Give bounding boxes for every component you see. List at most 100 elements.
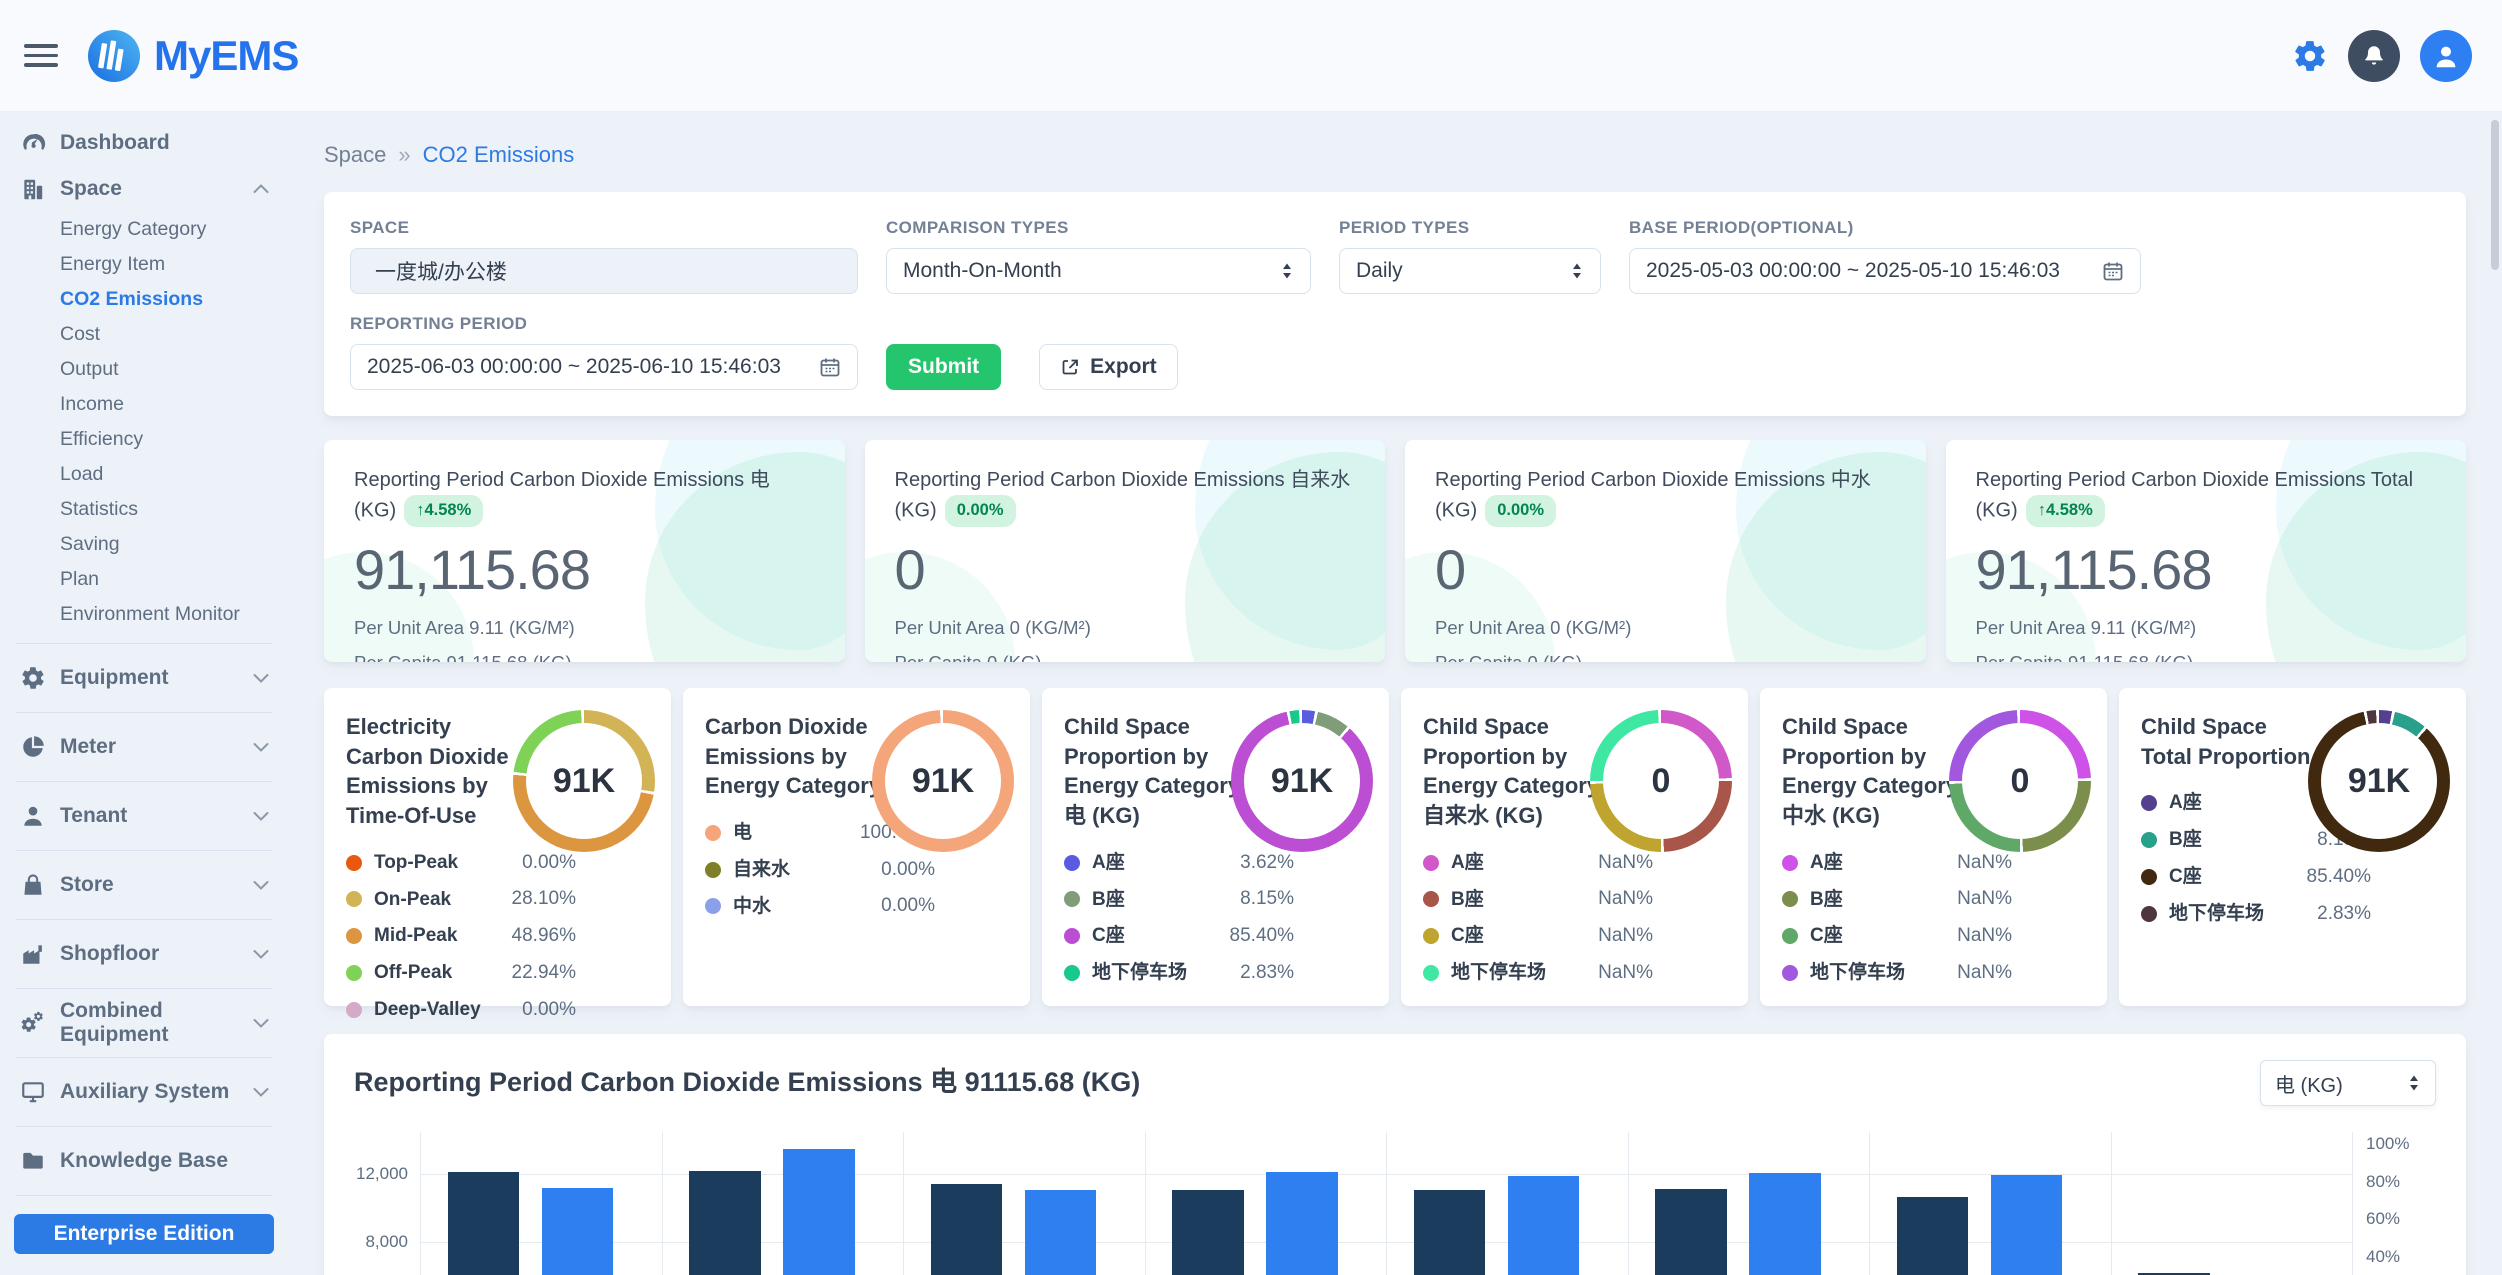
gridline-vertical bbox=[2352, 1132, 2353, 1275]
chevron-down-icon bbox=[252, 1086, 270, 1098]
donut-center-value: 91K bbox=[912, 762, 974, 801]
donut-card-title: Carbon Dioxide Emissions by Energy Categ… bbox=[705, 712, 887, 801]
sidebar-item-income[interactable]: Income bbox=[0, 387, 288, 422]
period-types-select[interactable]: Daily bbox=[1339, 248, 1601, 294]
sidebar-item-cost[interactable]: Cost bbox=[0, 317, 288, 352]
bar-series2-group-1[interactable] bbox=[542, 1188, 613, 1275]
settings-gear-icon[interactable] bbox=[2292, 38, 2328, 74]
bar-series2-group-4[interactable] bbox=[1266, 1172, 1337, 1275]
sidebar-item-label: Meter bbox=[60, 735, 116, 759]
sidebar-item-shopfloor[interactable]: Shopfloor bbox=[0, 931, 288, 977]
breadcrumb-parent[interactable]: Space bbox=[324, 142, 386, 168]
emissions-bar-chart-card: Reporting Period Carbon Dioxide Emission… bbox=[324, 1034, 2466, 1275]
sidebar-item-statistics[interactable]: Statistics bbox=[0, 492, 288, 527]
sidebar-item-equipment[interactable]: Equipment bbox=[0, 655, 288, 701]
bar-series2-group-6[interactable] bbox=[1749, 1173, 1820, 1275]
kpi-value: 91,115.68 bbox=[1976, 537, 2437, 602]
breadcrumb-separator-icon: » bbox=[398, 142, 410, 168]
donut-chart: 91K bbox=[1231, 710, 1373, 852]
bar-series1-group-4[interactable] bbox=[1172, 1190, 1243, 1275]
bar-series1-group-2[interactable] bbox=[689, 1171, 760, 1275]
space-label: SPACE bbox=[350, 218, 858, 238]
bar-series2-group-7[interactable] bbox=[1991, 1175, 2062, 1275]
sidebar-divider bbox=[16, 1126, 272, 1127]
sidebar-item-co2-emissions[interactable]: CO2 Emissions bbox=[0, 282, 288, 317]
legend-item: On-Peak28.10% bbox=[346, 888, 576, 912]
chart-energy-select[interactable]: 电 (KG) bbox=[2260, 1060, 2436, 1106]
breadcrumb-current: CO2 Emissions bbox=[423, 142, 575, 168]
bar-series1-group-6[interactable] bbox=[1655, 1189, 1726, 1275]
user-avatar[interactable] bbox=[2420, 30, 2472, 82]
sidebar-item-space[interactable]: Space bbox=[0, 166, 288, 212]
sidebar-item-knowledge-base[interactable]: Knowledge Base bbox=[0, 1138, 288, 1184]
bar-chart-plot-area: 12,0008,000100%80%60%40% bbox=[420, 1132, 2352, 1275]
donut-legend: Top-Peak0.00%On-Peak28.10%Mid-Peak48.96%… bbox=[346, 851, 576, 1022]
gears-icon bbox=[20, 1010, 46, 1036]
sidebar-item-tenant[interactable]: Tenant bbox=[0, 793, 288, 839]
kpi-per-unit-area: Per Unit Area 0 (KG/M²) bbox=[1435, 614, 1896, 643]
bar-series2-group-3[interactable] bbox=[1025, 1190, 1096, 1275]
comparison-types-select[interactable]: Month-On-Month bbox=[886, 248, 1311, 294]
sidebar-item-label: Space bbox=[60, 177, 122, 201]
bar-series1-group-7[interactable] bbox=[1897, 1197, 1968, 1275]
space-input[interactable]: 一度城/办公楼 bbox=[350, 248, 858, 294]
legend-dot-icon bbox=[346, 891, 362, 907]
sidebar-divider bbox=[16, 850, 272, 851]
y-axis-tick-right: 100% bbox=[2366, 1134, 2409, 1154]
export-button[interactable]: Export bbox=[1039, 344, 1178, 390]
bar-series1-group-5[interactable] bbox=[1414, 1190, 1485, 1275]
legend-dot-icon bbox=[1782, 928, 1798, 944]
legend-item: B座NaN% bbox=[1782, 888, 2012, 912]
bar-series1-group-3[interactable] bbox=[931, 1184, 1002, 1275]
sidebar-item-energy-item[interactable]: Energy Item bbox=[0, 247, 288, 282]
kpi-value: 0 bbox=[1435, 537, 1896, 602]
sidebar-item-label: Cost bbox=[60, 323, 100, 346]
sidebar-item-output[interactable]: Output bbox=[0, 352, 288, 387]
legend-item: 地下停车场2.83% bbox=[1064, 961, 1294, 985]
y-axis-tick-right: 80% bbox=[2366, 1172, 2400, 1192]
bar-series2-group-2[interactable] bbox=[783, 1149, 854, 1275]
sidebar-divider bbox=[16, 781, 272, 782]
sidebar-item-auxiliary-system[interactable]: Auxiliary System bbox=[0, 1069, 288, 1115]
hamburger-menu-icon[interactable] bbox=[24, 38, 58, 73]
sidebar-item-saving[interactable]: Saving bbox=[0, 527, 288, 562]
notifications-bell-icon[interactable] bbox=[2348, 30, 2400, 82]
kpi-value: 91,115.68 bbox=[354, 537, 815, 602]
base-period-input[interactable]: 2025-05-03 00:00:00 ~ 2025-05-10 15:46:0… bbox=[1629, 248, 2141, 294]
vertical-scrollbar[interactable] bbox=[2491, 120, 2499, 270]
sidebar-item-environment-monitor[interactable]: Environment Monitor bbox=[0, 597, 288, 632]
sidebar-item-plan[interactable]: Plan bbox=[0, 562, 288, 597]
legend-dot-icon bbox=[1782, 855, 1798, 871]
kpi-value: 0 bbox=[895, 537, 1356, 602]
y-axis-tick-right: 60% bbox=[2366, 1209, 2400, 1229]
donut-legend: A座NaN%B座NaN%C座NaN%地下停车场NaN% bbox=[1423, 851, 1653, 985]
sidebar-divider bbox=[16, 643, 272, 644]
sidebar-item-load[interactable]: Load bbox=[0, 457, 288, 492]
sidebar-item-energy-category[interactable]: Energy Category bbox=[0, 212, 288, 247]
donut-center-value: 0 bbox=[2011, 762, 2030, 801]
sidebar-item-label: CO2 Emissions bbox=[60, 288, 203, 311]
legend-item: C座NaN% bbox=[1423, 924, 1653, 948]
legend-item: 自来水0.00% bbox=[705, 858, 935, 882]
sidebar-item-label: Shopfloor bbox=[60, 942, 159, 966]
sidebar-item-store[interactable]: Store bbox=[0, 862, 288, 908]
donut-cards-row: Electricity Carbon Dioxide Emissions by … bbox=[324, 688, 2466, 1006]
bar-series1-group-1[interactable] bbox=[448, 1172, 519, 1275]
sidebar-item-label: Efficiency bbox=[60, 428, 143, 451]
kpi-card-1: Reporting Period Carbon Dioxide Emission… bbox=[324, 440, 845, 662]
chevron-down-icon bbox=[252, 810, 270, 822]
kpi-title: Reporting Period Carbon Dioxide Emission… bbox=[1976, 466, 2437, 527]
bar-series2-group-5[interactable] bbox=[1508, 1176, 1579, 1275]
enterprise-edition-button[interactable]: Enterprise Edition bbox=[14, 1214, 274, 1254]
submit-button[interactable]: Submit bbox=[886, 344, 1001, 390]
kpi-per-capita: Per Capita 91,115.68 (KG) bbox=[354, 649, 815, 662]
sidebar-item-dashboard[interactable]: Dashboard bbox=[0, 120, 288, 166]
reporting-period-input[interactable]: 2025-06-03 00:00:00 ~ 2025-06-10 15:46:0… bbox=[350, 344, 858, 390]
sidebar-item-meter[interactable]: Meter bbox=[0, 724, 288, 770]
donut-card-title: Electricity Carbon Dioxide Emissions by … bbox=[346, 712, 528, 831]
breadcrumb: Space » CO2 Emissions bbox=[324, 142, 2466, 168]
app-logo[interactable]: MyEMS bbox=[86, 28, 298, 84]
sidebar-item-efficiency[interactable]: Efficiency bbox=[0, 422, 288, 457]
legend-item: A座3.62% bbox=[1064, 851, 1294, 875]
sidebar-item-combined-equipment[interactable]: Combined Equipment bbox=[0, 1000, 288, 1046]
